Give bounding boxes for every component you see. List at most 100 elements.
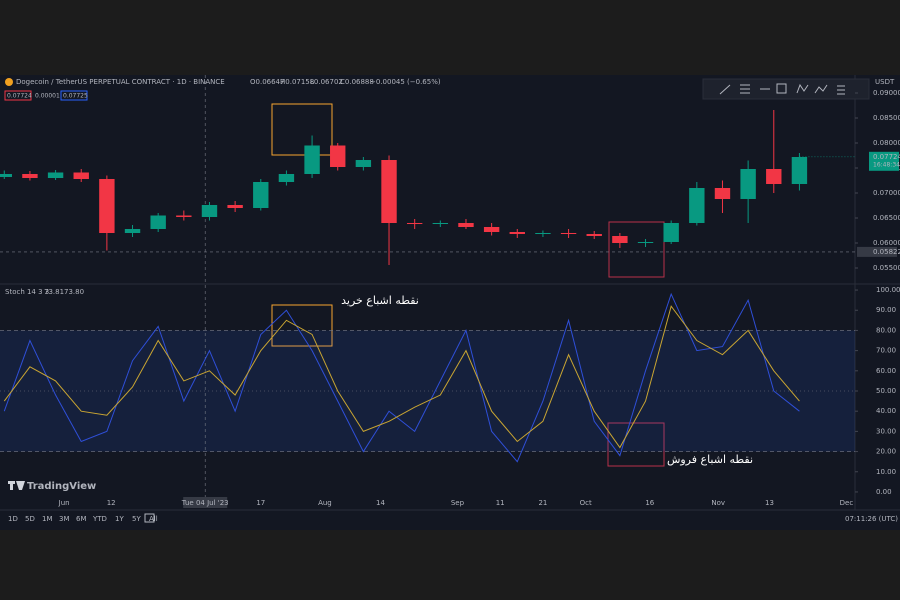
y-tick-label: 30.00: [876, 427, 896, 435]
x-tick-label: 16: [645, 499, 654, 507]
ohlc-status: O0.06647H0.07158L0.06702C0.06888−0.00045…: [250, 78, 441, 86]
crosshair-label-bg: [857, 246, 897, 257]
brand: TradingView: [27, 481, 96, 492]
x-tick-label: Nov: [711, 499, 725, 507]
countdown: 16:48:34: [873, 161, 900, 168]
y-tick-label: 10.00: [876, 468, 896, 476]
candle-body: [509, 232, 525, 234]
ohlc-value: −0.00045 (−0.65%): [370, 78, 441, 86]
stoch-line: [3, 292, 800, 463]
candle-body: [201, 205, 218, 217]
range-button[interactable]: 1D: [8, 515, 18, 523]
candle-body: [253, 182, 269, 208]
y-tick-label: 0.08000: [873, 139, 900, 147]
range-button[interactable]: 1M: [42, 515, 53, 523]
x-tick-label: Aug: [318, 499, 332, 507]
candle-body: [586, 234, 602, 236]
ohlc-value: C0.06888: [340, 78, 374, 86]
candle-body: [714, 188, 731, 199]
candle-body: [330, 145, 346, 167]
candle-body: [22, 174, 38, 178]
range-buttons: 1D 5D 1M 3M 6M YTD 1Y 5Y All: [8, 515, 158, 523]
x-tick-label: 13: [765, 499, 774, 507]
y-tick-label: 0.09000: [873, 89, 900, 97]
y-tick-label: 0.06500: [873, 214, 900, 222]
x-tick-label: 14: [376, 499, 385, 507]
y-tick-label: 60.00: [876, 367, 896, 375]
candle-body: [381, 160, 397, 223]
candle-body: [458, 223, 474, 227]
symbol-title[interactable]: Dogecoin / TetherUS PERPETUAL CONTRACT ·…: [16, 78, 225, 86]
x-tick-label: Jun: [58, 499, 70, 507]
date-range-icon[interactable]: [144, 513, 155, 523]
last-price: 0.07724: [873, 153, 900, 161]
chart-bg: [0, 75, 900, 530]
indicator-title[interactable]: Stoch 14 3 3: [5, 288, 49, 296]
candle-body: [791, 157, 808, 184]
y-tick-label: 0.07000: [873, 189, 900, 197]
range-button[interactable]: 5Y: [132, 515, 141, 523]
clock: 07:11:26 (UTC): [845, 515, 898, 523]
quote-value: 0.00001: [35, 93, 60, 100]
drawing-tools: [719, 83, 845, 95]
y-tick-label: 40.00: [876, 407, 896, 415]
x-tick-label: 12: [107, 499, 116, 507]
quote-boxes: 0.07724 0.00001 0.07725: [4, 90, 88, 101]
x-tick-label: 21: [538, 499, 547, 507]
x-tick-label: Sep: [451, 499, 465, 507]
quote-value: 0.07724: [7, 93, 32, 100]
crosshair-label: 0.05822: [873, 248, 900, 256]
candle-body: [766, 169, 782, 184]
range-button[interactable]: 5D: [25, 515, 35, 523]
currency: USDT: [875, 78, 895, 86]
y-tick-label: 0.00: [876, 488, 892, 496]
y-tick-label: 80.00: [876, 326, 896, 334]
range-button[interactable]: 3M: [59, 515, 70, 523]
highlight-box: [271, 103, 333, 156]
stoch-line: [3, 305, 800, 449]
highlight-box: [607, 422, 665, 467]
x-tick-highlight: [183, 497, 228, 508]
candle-body: [355, 160, 372, 167]
candle-body: [689, 188, 705, 223]
quote-box: [60, 90, 88, 101]
y-tick-label: 0.08500: [873, 114, 900, 122]
ohlc-value: L0.06702: [310, 78, 343, 86]
y-tick-label: 70.00: [876, 347, 896, 355]
annotation: نقطه اشباع خرید: [341, 294, 419, 307]
candle-body: [47, 172, 64, 178]
range-button[interactable]: 1Y: [115, 515, 124, 523]
candle-body: [304, 145, 320, 174]
legend-value: 73.80: [64, 288, 84, 296]
candle-body: [535, 233, 551, 234]
candle-body: [124, 229, 141, 233]
candle-body: [560, 233, 577, 234]
range-button[interactable]: 6M: [76, 515, 87, 523]
candle-body: [406, 223, 423, 224]
y-tick-label: 0.05500: [873, 264, 900, 272]
candle-body: [432, 223, 449, 224]
x-tick-label: Dec: [840, 499, 854, 507]
y-tick-label: 100.00: [876, 286, 900, 294]
legend-value: 73.81: [44, 288, 64, 296]
candle-body: [0, 174, 12, 177]
candle-body: [176, 215, 192, 217]
y-tick-label: 20.00: [876, 448, 896, 456]
y-tick-label: 0.06000: [873, 239, 900, 247]
ohlc-value: O0.06647: [250, 78, 284, 86]
quote-box: [4, 90, 32, 101]
candle-body: [278, 174, 295, 182]
annotation: نقطه اشباع فروش: [667, 453, 753, 466]
highlight-box: [608, 221, 665, 278]
candle-body: [612, 236, 628, 243]
candle-body: [663, 223, 679, 242]
highlight-box: [271, 304, 333, 347]
range-button[interactable]: All: [149, 515, 158, 523]
candle-body: [637, 242, 654, 243]
ohlc-value: H0.07158: [280, 78, 314, 86]
range-button[interactable]: YTD: [92, 515, 107, 523]
x-tick-label: 17: [256, 499, 265, 507]
brand-logo: [8, 481, 25, 490]
x-tick-label: Oct: [580, 499, 592, 507]
